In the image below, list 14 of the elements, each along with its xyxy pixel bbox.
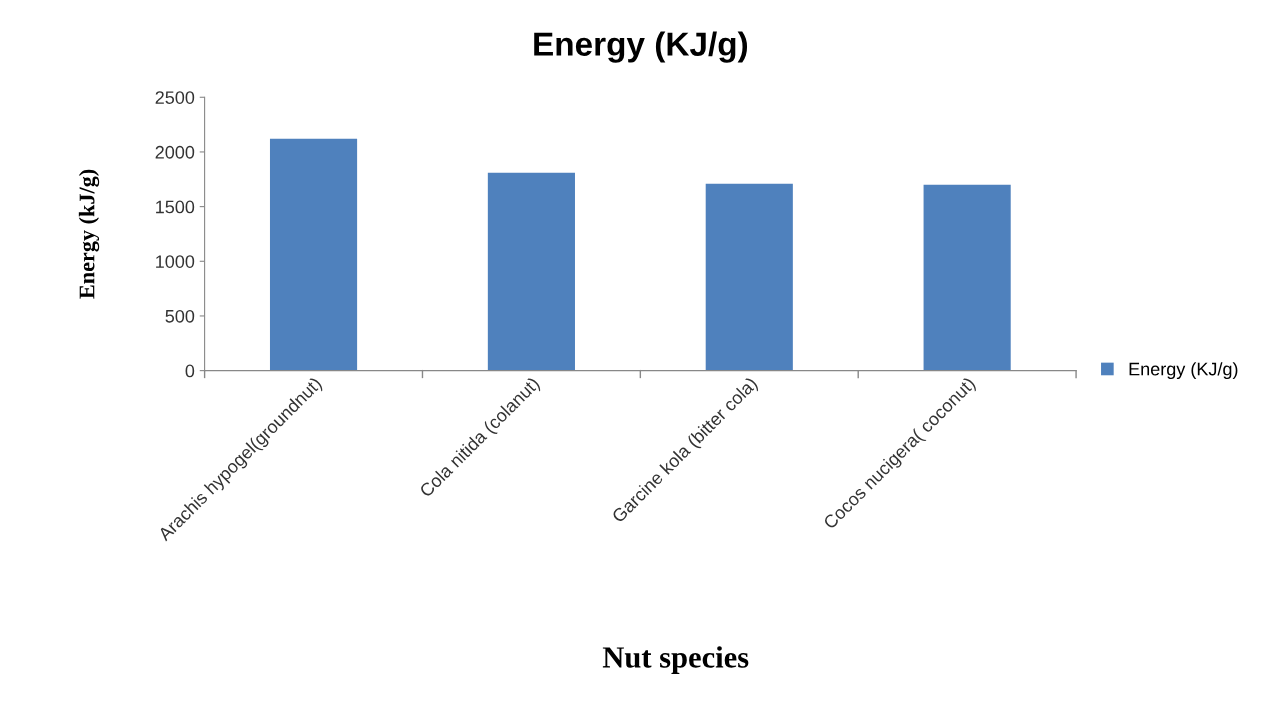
y-tick-label: 500 [165,309,195,323]
bar [923,184,1011,371]
legend-label: Energy (KJ/g) [1129,362,1238,380]
y-tick-label: 1500 [156,200,195,214]
chart-title: Energy (KJ/g) [534,31,748,63]
bar [487,172,575,371]
y-tick-label: 0 [185,364,195,378]
x-axis-title: Nut species [602,646,749,674]
y-axis-title: Energy (kJ/g) [78,169,100,299]
bar [269,138,358,371]
y-tick-label: 1000 [156,255,195,268]
y-tick-label: 2500 [155,91,195,104]
y-tick-label: 2000 [155,145,195,159]
bar [705,183,793,371]
